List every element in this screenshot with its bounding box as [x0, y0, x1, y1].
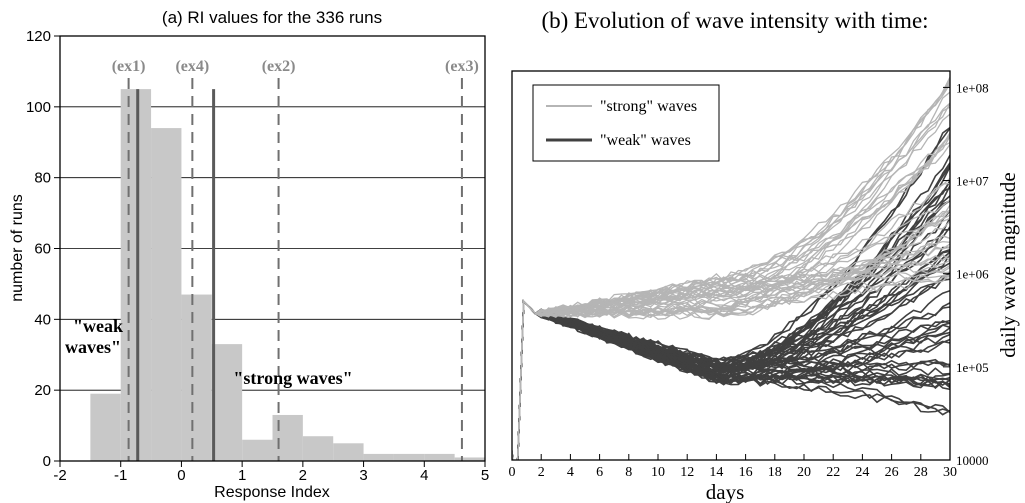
panel-a-title: (a) RI values for the 336 runs	[162, 8, 382, 27]
histogram-bar	[333, 443, 364, 461]
panel-a-y-ticks: 0 20 40 60 80 100 120	[26, 28, 60, 470]
marker-label: (ex2)	[262, 58, 296, 75]
strong-wave-series-line	[512, 235, 950, 460]
strong-wave-series-line	[512, 220, 950, 460]
x-tick-label: 1	[238, 467, 246, 484]
panel-b-x-ticks: 0 2 4 6 8 10 12 14 16 18 20 22 24 26 28 30	[509, 454, 957, 480]
x-tick-label: 0	[509, 465, 516, 480]
x-tick-label: 16	[739, 465, 753, 480]
x-tick-label: 6	[596, 465, 603, 480]
weak-wave-series-line	[512, 185, 950, 460]
x-tick-label: -2	[53, 467, 66, 484]
y-tick-label: 80	[34, 170, 51, 187]
legend-label-weak: "weak" waves	[600, 132, 691, 149]
x-tick-label: 4	[420, 467, 428, 484]
y-tick-label: 10000	[956, 453, 989, 468]
panel-b-y-axis-label: daily wave magnitude	[996, 172, 1020, 357]
strong-wave-series-line	[512, 135, 950, 460]
panel-b-series-lines	[512, 76, 950, 460]
x-tick-label: 2	[299, 467, 307, 484]
x-tick-label: 28	[914, 465, 928, 480]
weak-wave-series-line	[512, 253, 950, 460]
strong-wave-series-line	[512, 144, 950, 460]
panel-b-title: (b) Evolution of wave intensity with tim…	[541, 8, 928, 33]
x-tick-label: 3	[359, 467, 367, 484]
panel-b-legend: "strong" waves "weak" waves	[532, 84, 720, 162]
panel-a-y-axis-label: number of runs	[9, 194, 26, 302]
weak-wave-series-line	[512, 195, 950, 460]
x-tick-label: 20	[797, 465, 811, 480]
histogram-bar	[302, 436, 334, 461]
x-tick-label: 5	[481, 467, 489, 484]
histogram-bar	[393, 453, 425, 461]
marker-label: (ex3)	[445, 58, 479, 75]
y-tick-label: 40	[34, 311, 51, 328]
y-tick-label: 100	[26, 99, 51, 116]
histogram-bar	[242, 439, 273, 461]
x-tick-label: -1	[114, 467, 127, 484]
y-tick-label: 120	[26, 28, 51, 45]
x-tick-label: 4	[567, 465, 574, 480]
y-tick-label: 1e+07	[956, 174, 989, 189]
weak-waves-annotation-line1: "weak	[73, 316, 123, 336]
strong-waves-annotation: "strong waves"	[233, 368, 352, 388]
weak-wave-series-line	[512, 299, 950, 460]
weak-wave-series-line	[512, 262, 950, 460]
x-tick-label: 8	[625, 465, 632, 480]
histogram-bar	[424, 453, 455, 461]
panel-b-x-axis-label: days	[706, 480, 745, 503]
histogram-bar	[454, 457, 485, 461]
panel-a-marker-lines: (ex1) (ex4) (ex2) (ex3)	[112, 58, 479, 461]
histogram-bar	[120, 89, 152, 461]
strong-wave-series-line	[512, 214, 950, 460]
y-tick-label: 0	[43, 453, 51, 470]
x-tick-label: 2	[538, 465, 545, 480]
marker-label: (ex4)	[175, 58, 209, 75]
x-tick-label: 24	[855, 465, 869, 480]
panel-b-y-ticks: 10000 1e+05 1e+06 1e+07 1e+08	[943, 80, 989, 468]
x-tick-label: 18	[768, 465, 782, 480]
weak-wave-series-line	[512, 162, 950, 460]
strong-wave-series-line	[512, 135, 950, 460]
y-tick-label: 20	[34, 382, 51, 399]
x-tick-label: 14	[709, 465, 723, 480]
y-tick-label: 1e+06	[956, 267, 989, 282]
histogram-bar	[90, 393, 121, 461]
histogram-bar	[272, 414, 303, 461]
histogram-bar	[181, 294, 212, 461]
panel-a-x-axis-label: Response Index	[214, 484, 330, 501]
marker-label: (ex1)	[112, 58, 146, 75]
legend-box	[532, 84, 720, 162]
panel-a-bars	[90, 89, 485, 462]
strong-wave-series-line	[512, 177, 950, 460]
histogram-bar	[363, 453, 394, 461]
x-tick-label: 26	[885, 465, 899, 480]
x-tick-label: 0	[177, 467, 185, 484]
x-tick-label: 22	[826, 465, 840, 480]
weak-wave-series-line	[512, 299, 950, 460]
y-tick-label: 60	[34, 241, 51, 258]
panel-a-x-ticks: -2 -1 0 1 2 3 4 5	[53, 461, 489, 484]
panel-a-histogram: (a) RI values for the 336 runs (ex1) (ex4…	[9, 8, 489, 501]
histogram-bar	[211, 344, 243, 461]
legend-label-strong: "strong" waves	[600, 98, 697, 115]
x-tick-label: 30	[943, 465, 957, 480]
weak-wave-series-line	[512, 299, 950, 460]
y-tick-label: 1e+08	[956, 80, 989, 95]
panel-b-line-chart: (b) Evolution of wave intensity with tim…	[509, 8, 1021, 503]
x-tick-label: 10	[651, 465, 665, 480]
strong-wave-series-line	[512, 182, 950, 460]
strong-wave-series-line	[512, 276, 950, 460]
panel-b-plot-frame	[511, 70, 951, 461]
y-tick-label: 1e+05	[956, 360, 989, 375]
histogram-bar	[151, 128, 182, 462]
weak-waves-annotation-line2: waves"	[65, 337, 121, 357]
weak-wave-series-line	[512, 180, 950, 460]
x-tick-label: 12	[680, 465, 694, 480]
weak-wave-series-line	[512, 181, 950, 460]
